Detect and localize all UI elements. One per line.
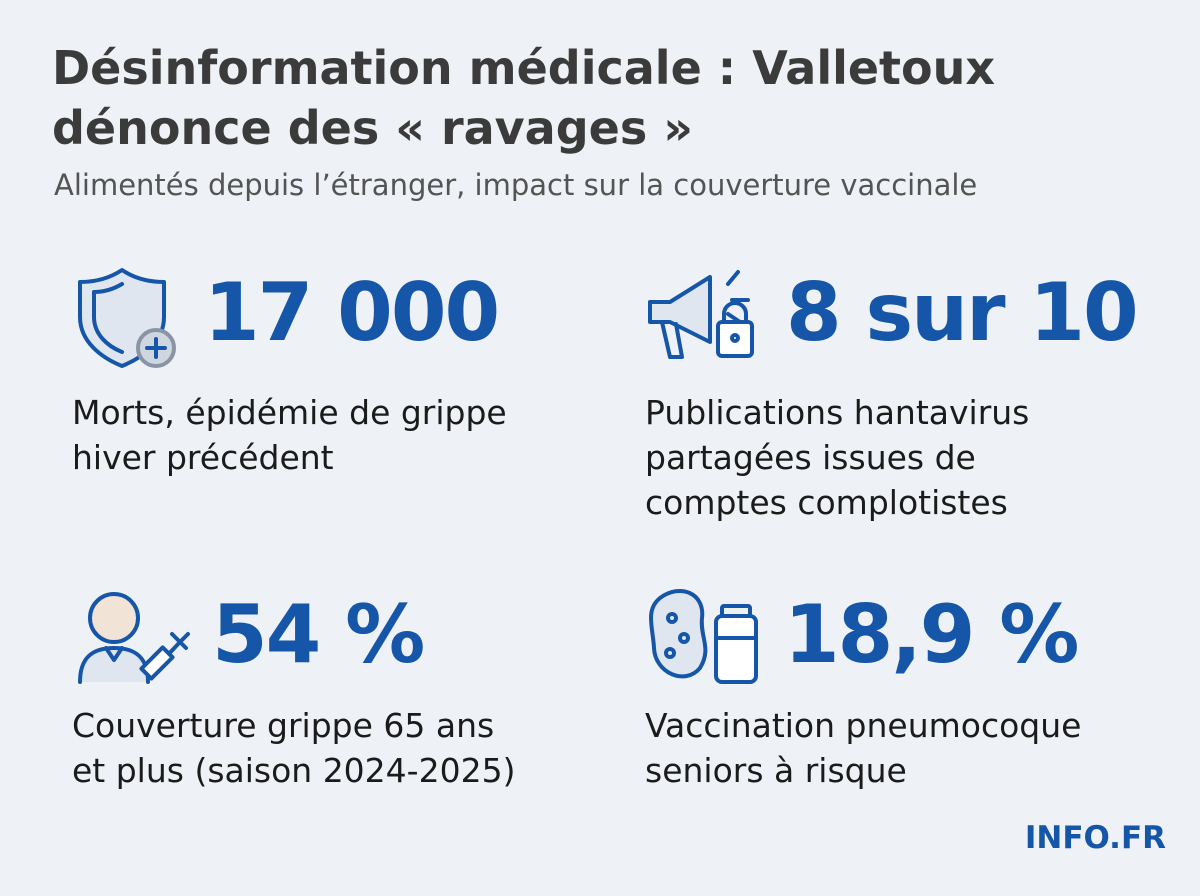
megaphone-icon [648, 270, 754, 359]
label-line: hiver précédent [72, 438, 334, 477]
label-line: Couverture grippe 65 ans [72, 706, 495, 745]
stat-figure: 17 000 [204, 266, 500, 359]
label-line: seniors à risque [645, 751, 907, 790]
shield-icon [78, 268, 176, 368]
title-line: dénonce des « ravages » [52, 101, 693, 155]
bacteria-vial-icon [649, 588, 758, 684]
stat-label: Couverture grippe 65 ans et plus (saison… [72, 703, 515, 793]
label-line: et plus (saison 2024-2025) [72, 751, 516, 790]
label-line: Vaccination pneumocoque [645, 706, 1082, 745]
stat-label: Vaccination pneumocoque seniors à risque [645, 703, 1081, 793]
stat-figure: 8 sur 10 [786, 266, 1139, 359]
senior-icon [78, 592, 190, 684]
stat-figure: 18,9 % [784, 588, 1079, 681]
brand: INFO.FR [1024, 820, 1166, 856]
stat-figure: 54 % [212, 588, 425, 681]
stat-label: Publications hantavirus partagées issues… [645, 390, 1029, 525]
label-line: partagées issues de [645, 438, 976, 477]
stat-label: Morts, épidémie de grippe hiver précéden… [72, 390, 507, 480]
title: Désinformation médicale : Valletoux déno… [52, 38, 995, 158]
label-line: comptes complotistes [645, 483, 1008, 522]
label-line: Publications hantavirus [645, 393, 1030, 432]
subtitle: Alimentés depuis l’étranger, impact sur … [54, 168, 978, 202]
title-line: Désinformation médicale : Valletoux [52, 41, 996, 95]
label-line: Morts, épidémie de grippe [72, 393, 507, 432]
